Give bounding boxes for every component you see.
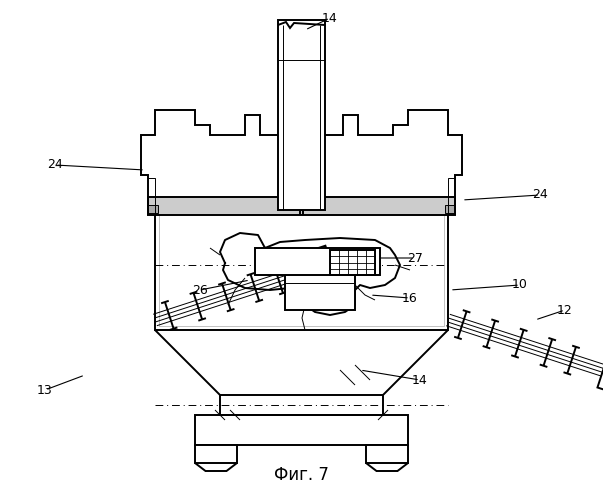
- Text: 24: 24: [47, 158, 63, 172]
- Bar: [445, 205, 455, 213]
- Bar: [195, 415, 408, 445]
- Bar: [255, 248, 380, 275]
- Polygon shape: [305, 246, 336, 286]
- Bar: [330, 250, 375, 275]
- Bar: [220, 395, 383, 415]
- Text: 10: 10: [512, 278, 528, 291]
- Text: 12: 12: [557, 304, 573, 316]
- Bar: [366, 445, 408, 463]
- Bar: [285, 268, 355, 310]
- Text: 14: 14: [322, 12, 338, 24]
- Polygon shape: [598, 354, 603, 395]
- Bar: [155, 210, 448, 330]
- Text: 13: 13: [37, 384, 53, 396]
- Bar: [159, 214, 444, 326]
- Text: Фиг. 7: Фиг. 7: [274, 466, 329, 484]
- Bar: [278, 20, 325, 210]
- Bar: [195, 445, 237, 463]
- Text: 24: 24: [532, 188, 548, 202]
- Text: 26: 26: [192, 284, 208, 296]
- Bar: [148, 197, 455, 215]
- Text: 16: 16: [402, 292, 418, 304]
- Bar: [148, 205, 158, 213]
- Text: 27: 27: [407, 252, 423, 264]
- Text: 14: 14: [412, 374, 428, 386]
